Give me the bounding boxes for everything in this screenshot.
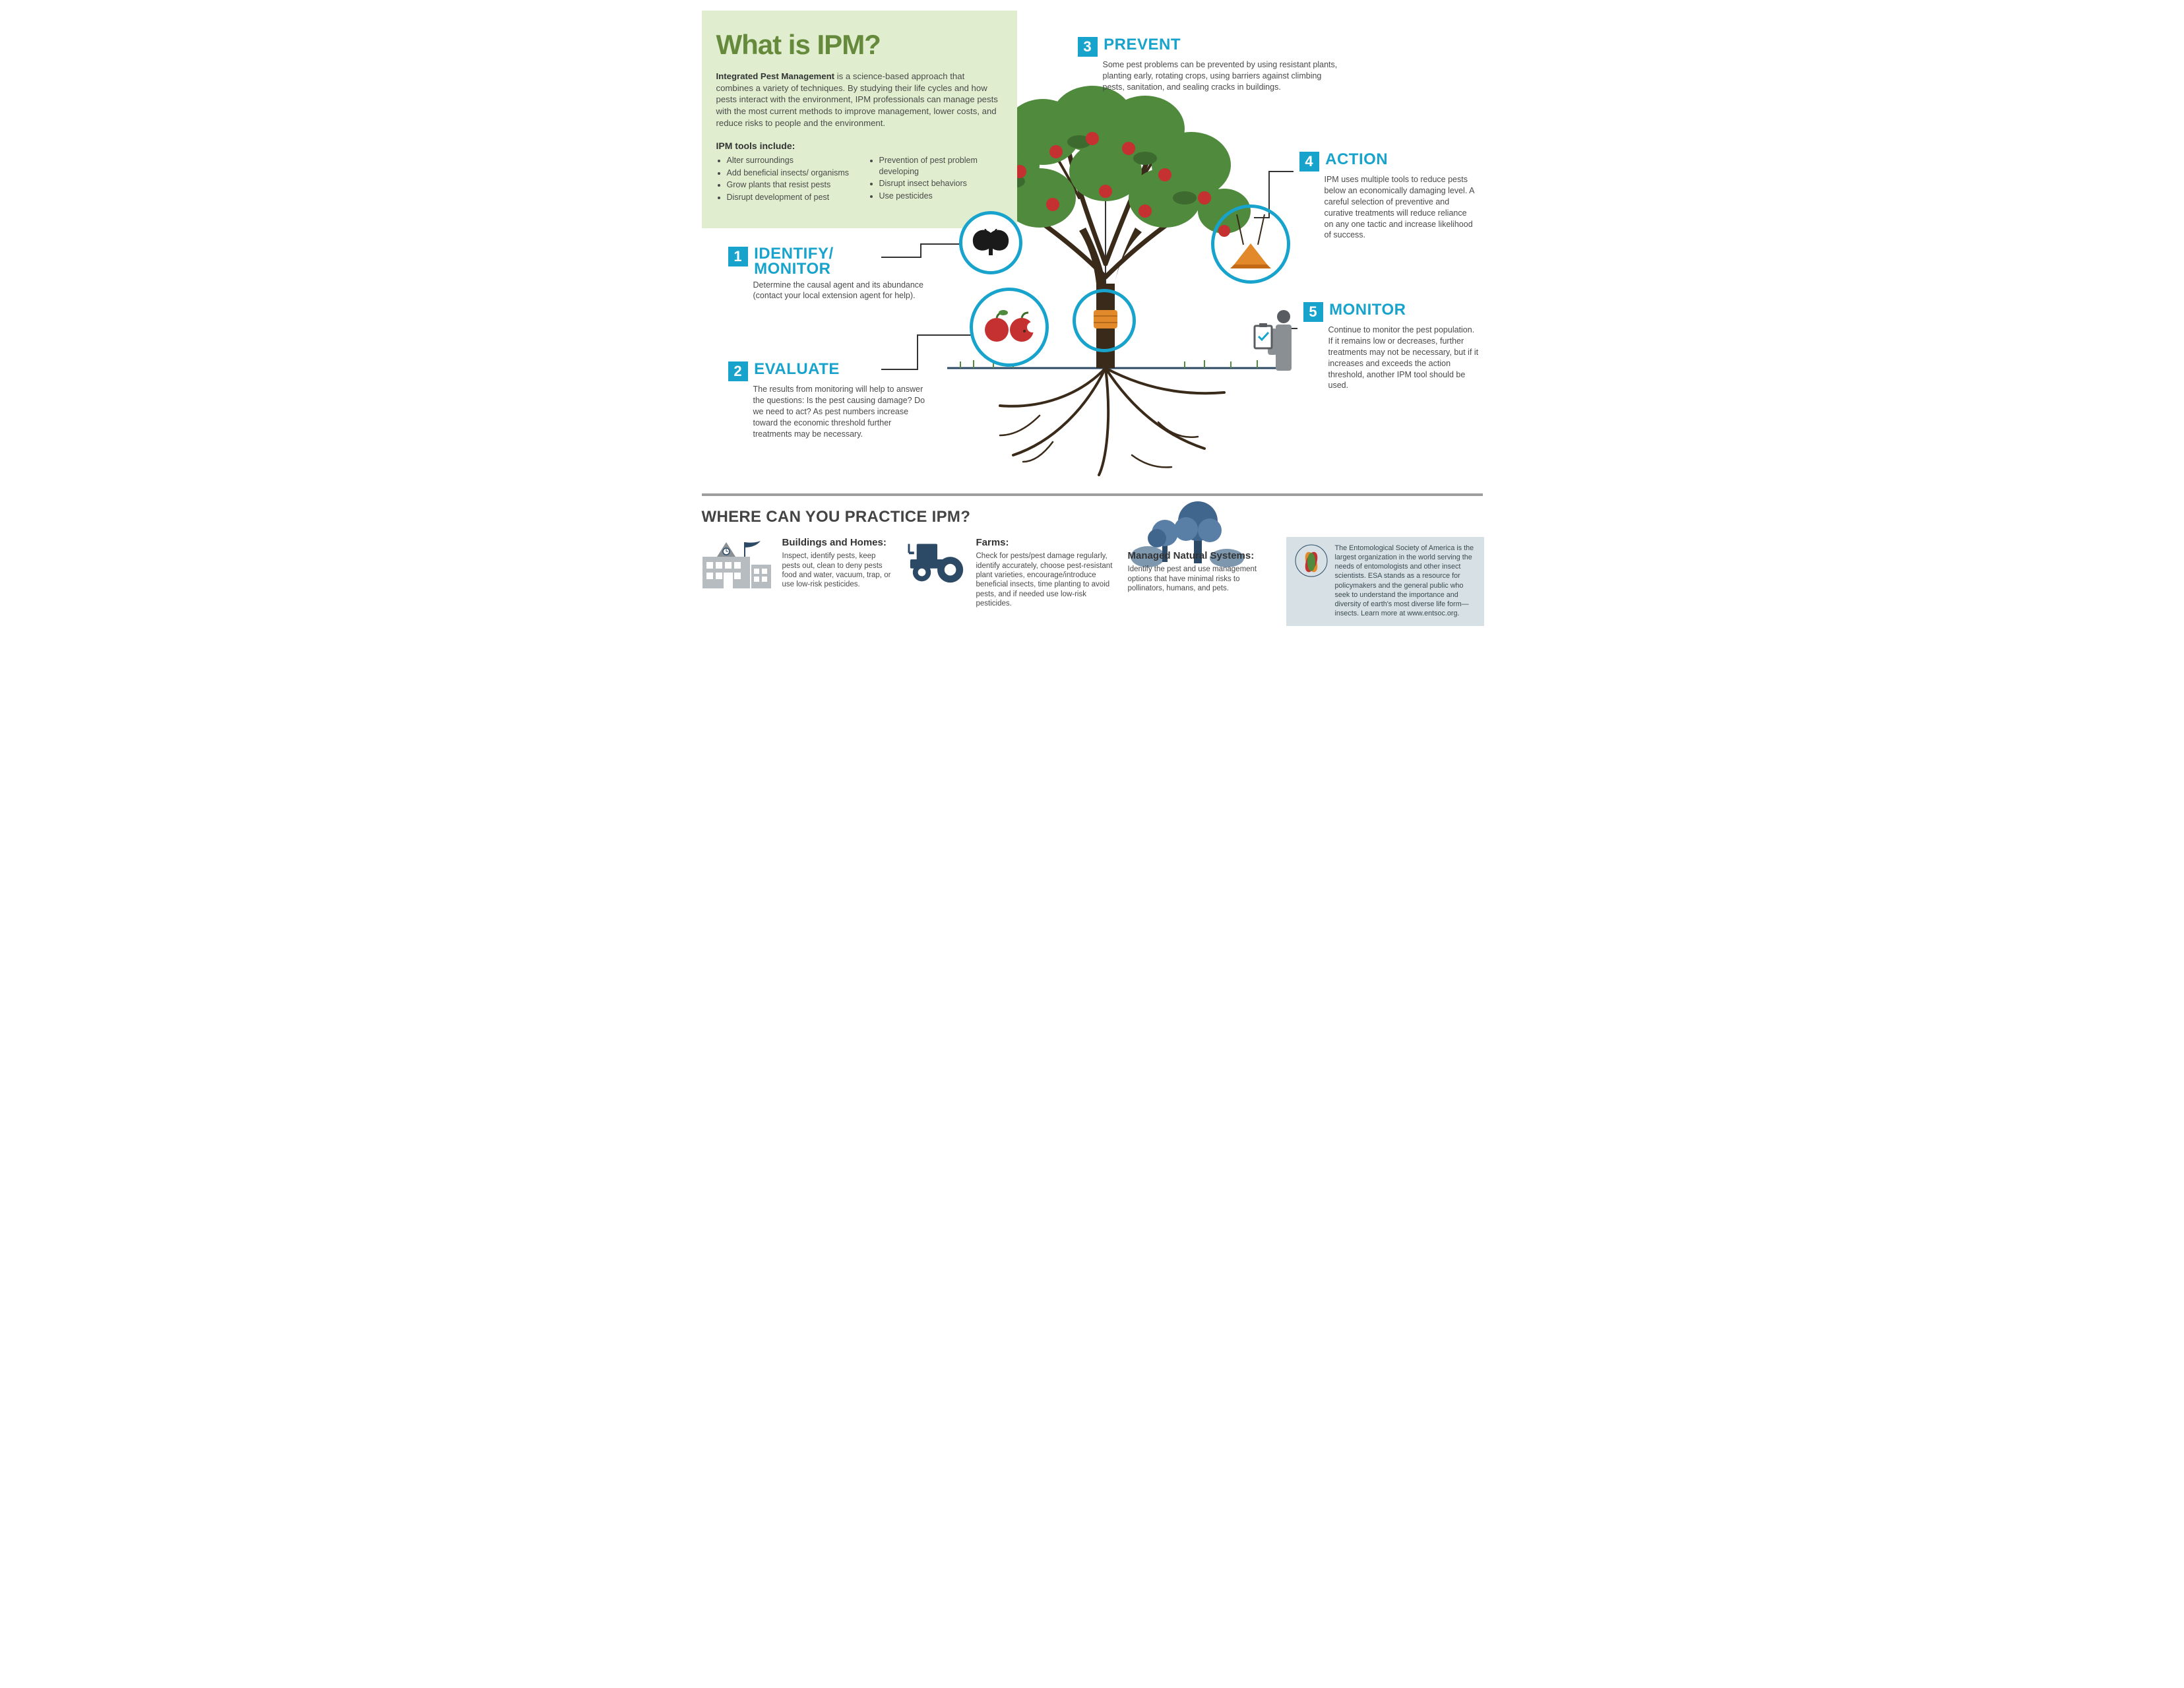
step-title: EVALUATE — [754, 361, 840, 377]
practice-heading: Managed Natural Systems: — [1128, 550, 1273, 563]
bottom-title: WHERE CAN YOU PRACTICE IPM? — [702, 507, 1483, 528]
page: What is IPM? Integrated Pest Management … — [683, 0, 1501, 633]
step-title: PREVENT — [1104, 37, 1181, 53]
list-item: Disrupt development of pest — [727, 192, 850, 203]
practice-buildings: Buildings and Homes: Inspect, identify p… — [702, 537, 894, 625]
step-title: MONITOR — [1329, 302, 1406, 318]
section-divider — [702, 493, 1483, 496]
practice-text: Managed Natural Systems: Identify the pe… — [1128, 550, 1273, 593]
identify-circle — [959, 211, 1022, 274]
moth-icon — [970, 229, 1011, 257]
list-item: Alter surroundings — [727, 155, 850, 166]
list-item: Add beneficial insects/ organisms — [727, 168, 850, 179]
list-item: Disrupt insect behaviors — [879, 178, 1003, 189]
step-body: The results from monitoring will help to… — [753, 384, 926, 439]
step-number: 3 — [1078, 37, 1098, 57]
step-number: 4 — [1299, 152, 1319, 172]
step-4-action: 4 ACTION IPM uses multiple tools to redu… — [1299, 152, 1478, 241]
intro-box: What is IPM? Integrated Pest Management … — [702, 11, 1017, 228]
step-title: ACTION — [1325, 152, 1388, 168]
step-body: Determine the causal agent and its abund… — [753, 280, 933, 302]
step-number: 2 — [728, 361, 748, 381]
step-3-prevent: 3 PREVENT Some pest problems can be prev… — [1078, 37, 1342, 93]
practice-body: Check for pests/pest damage regularly, i… — [976, 552, 1113, 608]
bottom-section: WHERE CAN YOU PRACTICE IPM? — [702, 507, 1483, 626]
practice-row: Buildings and Homes: Inspect, identify p… — [702, 537, 1483, 625]
tractor-icon — [908, 537, 968, 625]
step-number: 5 — [1303, 302, 1323, 322]
monitor-person-icon — [1251, 309, 1299, 385]
step-title: IDENTIFY/MONITOR — [754, 247, 834, 277]
esa-logo-icon — [1294, 544, 1328, 617]
trap-icon — [1214, 208, 1287, 280]
building-icon — [702, 537, 774, 625]
tools-heading: IPM tools include: — [716, 140, 1003, 152]
practice-text: Buildings and Homes: Inspect, identify p… — [782, 537, 894, 625]
esa-box: The Entomological Society of America is … — [1286, 537, 1484, 625]
intro-lead: Integrated Pest Management is a science-… — [716, 71, 1003, 129]
practice-text: Farms: Check for pests/pest damage regul… — [976, 537, 1115, 625]
tools-col-right: Prevention of pest problem developing Di… — [869, 155, 1003, 205]
list-item: Use pesticides — [879, 191, 1003, 202]
prevent-circle — [1073, 289, 1136, 352]
practice-heading: Buildings and Homes: — [782, 537, 894, 549]
step-2-evaluate: 2 EVALUATE The results from monitoring w… — [728, 361, 926, 439]
trees-icon — [1128, 500, 1273, 546]
esa-text: The Entomological Society of America is … — [1335, 544, 1476, 617]
action-circle — [1211, 204, 1290, 284]
step-body: Continue to monitor the pest population.… — [1328, 325, 1480, 391]
tools-col-left: Alter surroundings Add beneficial insect… — [716, 155, 850, 205]
evaluate-circle — [970, 288, 1049, 367]
step-number: 1 — [728, 247, 748, 266]
practice-body: Inspect, identify pests, keep pests out,… — [782, 552, 891, 588]
tools-columns: Alter surroundings Add beneficial insect… — [716, 155, 1003, 205]
practice-body: Identify the pest and use management opt… — [1128, 565, 1257, 592]
list-item: Prevention of pest problem developing — [879, 155, 1003, 177]
step-body: Some pest problems can be prevented by u… — [1103, 59, 1342, 93]
step-1-identify-monitor: 1 IDENTIFY/MONITOR Determine the causal … — [728, 247, 933, 301]
step-body: IPM uses multiple tools to reduce pests … — [1325, 174, 1478, 241]
apples-icon — [981, 307, 1038, 347]
list-item: Grow plants that resist pests — [727, 179, 850, 191]
step-5-monitor: 5 MONITOR Continue to monitor the pest p… — [1303, 302, 1480, 391]
intro-lead-bold: Integrated Pest Management — [716, 71, 835, 81]
page-title: What is IPM? — [716, 26, 1003, 64]
practice-heading: Farms: — [976, 537, 1115, 549]
practice-farms: Farms: Check for pests/pest damage regul… — [908, 537, 1115, 625]
practice-natural: Managed Natural Systems: Identify the pe… — [1128, 537, 1273, 625]
